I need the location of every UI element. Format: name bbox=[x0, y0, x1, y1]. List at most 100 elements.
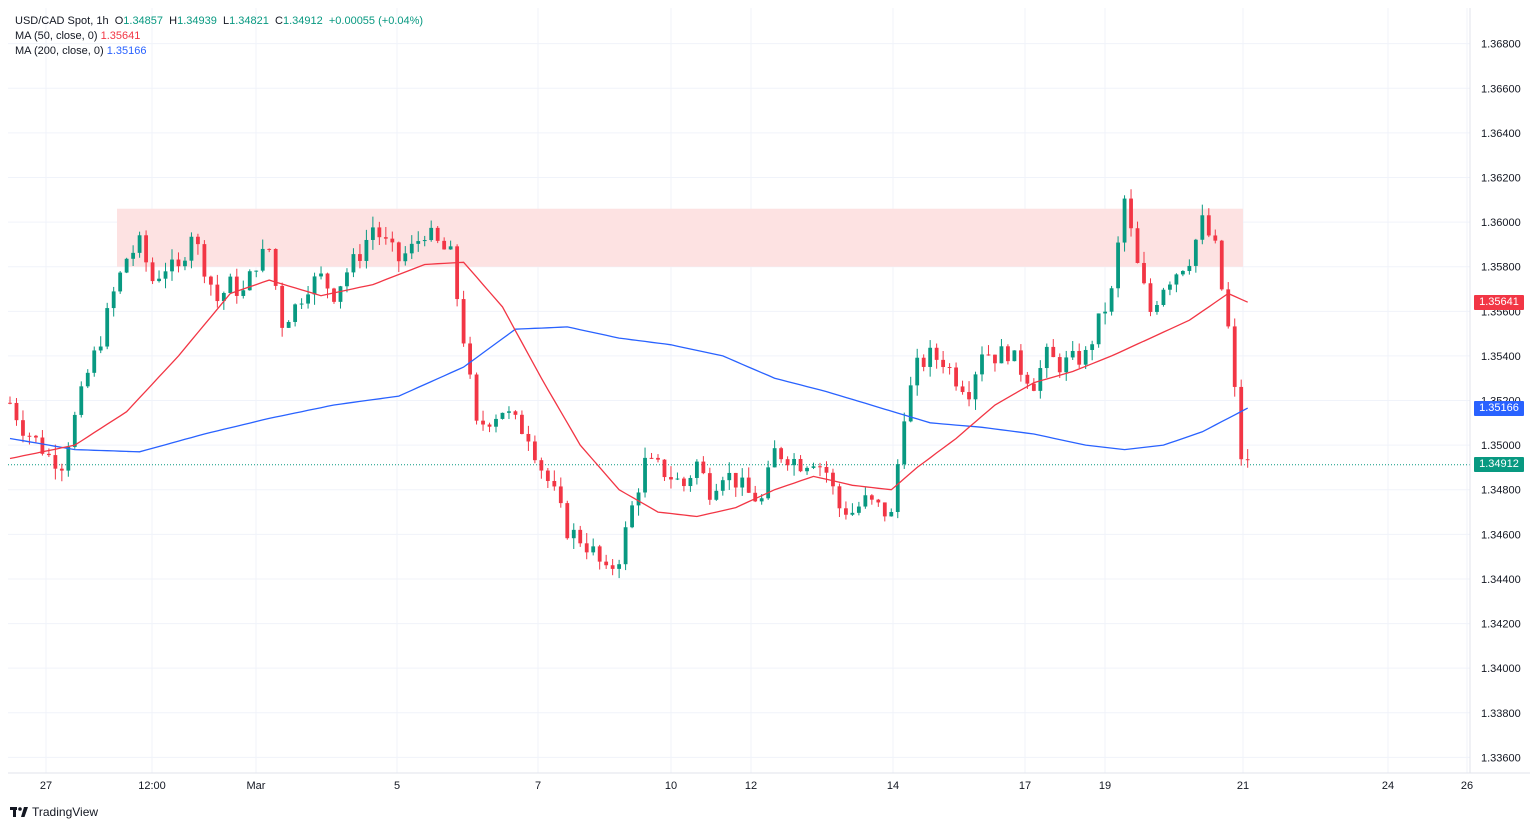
candle-body bbox=[72, 414, 77, 447]
candle-body bbox=[338, 286, 343, 302]
candle-body bbox=[630, 505, 634, 528]
candle-body bbox=[520, 414, 524, 434]
candle-body bbox=[189, 236, 194, 261]
time-tick-label: 7 bbox=[535, 780, 541, 792]
candle-body bbox=[876, 499, 881, 503]
candle-body bbox=[1142, 262, 1146, 284]
candle-body bbox=[811, 466, 816, 468]
symbol-name[interactable]: USD/CAD Spot bbox=[15, 15, 91, 27]
candle-body bbox=[416, 241, 421, 244]
candle-body bbox=[390, 238, 395, 243]
candle-body bbox=[1155, 304, 1159, 312]
candle-body bbox=[1051, 346, 1056, 358]
candle-body bbox=[358, 254, 362, 261]
candle-body bbox=[1109, 288, 1114, 312]
candle-body bbox=[675, 478, 680, 480]
candle-body bbox=[694, 461, 699, 478]
ma200-legend-row[interactable]: MA (200, close, 0) 1.35166 bbox=[15, 44, 423, 59]
candle-body bbox=[306, 294, 310, 304]
candle-body bbox=[105, 308, 110, 347]
candle-body bbox=[59, 468, 64, 471]
time-tick-label: 12 bbox=[745, 780, 757, 792]
candle-body bbox=[8, 402, 12, 404]
high-label: H bbox=[169, 15, 178, 27]
low-label: L bbox=[223, 15, 230, 27]
candle-body bbox=[118, 272, 123, 292]
candle-body bbox=[805, 467, 809, 472]
candle-body bbox=[837, 486, 842, 509]
time-tick-label: 24 bbox=[1382, 780, 1394, 792]
candle-body bbox=[208, 276, 213, 285]
candles bbox=[8, 189, 1250, 579]
candle-body bbox=[46, 453, 51, 456]
price-tick-label: 1.36000 bbox=[1481, 217, 1521, 229]
candle-body bbox=[85, 372, 90, 387]
brand[interactable]: TradingView bbox=[10, 805, 98, 819]
candle-body bbox=[92, 350, 97, 373]
candle-body bbox=[1025, 374, 1030, 384]
interval[interactable]: 1h bbox=[96, 15, 109, 27]
candle-body bbox=[494, 418, 498, 427]
candle-body bbox=[785, 459, 790, 466]
candle-body bbox=[539, 460, 544, 471]
candle-body bbox=[1070, 350, 1075, 358]
candle-body bbox=[1116, 242, 1120, 289]
candle-body bbox=[500, 412, 505, 419]
candle-body bbox=[532, 441, 537, 461]
candle-body bbox=[831, 472, 835, 487]
price-tick-label: 1.34800 bbox=[1481, 485, 1521, 497]
change-value: +0.00055 (+0.04%) bbox=[328, 15, 424, 27]
candle-body bbox=[740, 477, 745, 488]
candle-body bbox=[766, 467, 771, 499]
candle-body bbox=[1122, 198, 1127, 243]
low-value: 1.34821 bbox=[229, 15, 269, 27]
candle-body bbox=[1219, 240, 1224, 290]
candle-body bbox=[163, 271, 168, 279]
price-tick-label: 1.34400 bbox=[1481, 574, 1521, 586]
candle-body bbox=[558, 486, 563, 504]
candle-body bbox=[1232, 326, 1237, 387]
candle-body bbox=[98, 346, 103, 351]
candle-body bbox=[1226, 289, 1231, 327]
candle-body bbox=[960, 386, 965, 393]
candle-body bbox=[921, 357, 926, 367]
candle-body bbox=[241, 290, 246, 296]
candle-body bbox=[247, 271, 252, 291]
candle-body bbox=[345, 272, 349, 287]
candle-body bbox=[429, 227, 434, 241]
time-axis[interactable]: 27 12:00 Mar 5 7 10 12 14 17 19 21 24 26 bbox=[40, 780, 1473, 792]
time-tick-label: 5 bbox=[394, 780, 400, 792]
candle-body bbox=[234, 276, 239, 296]
candle-body bbox=[286, 321, 291, 328]
candle-body bbox=[928, 347, 933, 367]
candle-body bbox=[798, 458, 803, 472]
candle-body bbox=[597, 546, 602, 562]
candle-body bbox=[617, 564, 622, 569]
candle-body bbox=[889, 511, 894, 517]
candle-body bbox=[669, 477, 673, 480]
candle-body bbox=[908, 385, 913, 422]
ma200-label: MA (200, close, 0) bbox=[15, 45, 104, 57]
candle-body bbox=[176, 259, 181, 267]
candle-body bbox=[481, 420, 485, 425]
open-label: O bbox=[114, 15, 124, 27]
ma50-legend-row[interactable]: MA (50, close, 0) 1.35641 bbox=[15, 29, 423, 44]
candle-body bbox=[565, 503, 570, 539]
candle-body bbox=[701, 461, 706, 474]
candle-body bbox=[753, 492, 758, 502]
candle-body bbox=[1064, 357, 1069, 373]
resistance-zone bbox=[117, 208, 1243, 267]
candle-body bbox=[934, 347, 939, 360]
candle-body bbox=[293, 304, 298, 322]
candle-body bbox=[986, 354, 991, 356]
candle-body bbox=[474, 374, 479, 421]
ma200-value: 1.35166 bbox=[106, 45, 147, 57]
candle-body bbox=[856, 506, 861, 513]
candle-body bbox=[455, 246, 460, 300]
open-value: 1.34857 bbox=[123, 15, 164, 27]
candle-body bbox=[267, 248, 272, 250]
candle-body bbox=[720, 480, 725, 491]
price-tick-label: 1.34200 bbox=[1481, 619, 1521, 631]
candle-body bbox=[714, 490, 719, 500]
